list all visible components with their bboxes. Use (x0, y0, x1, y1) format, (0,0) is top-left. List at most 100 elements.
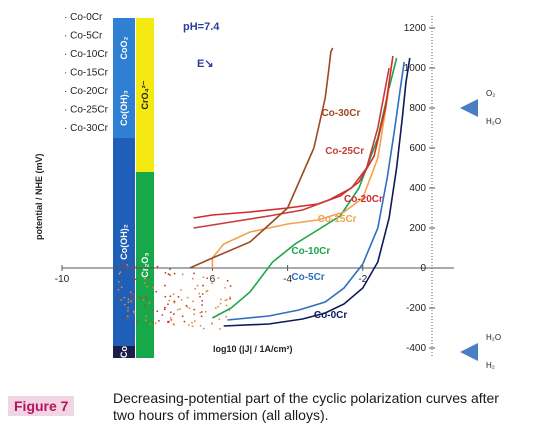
noise-dot (191, 325, 194, 328)
direction-label: E↘ (197, 58, 214, 70)
band-label-0: CoO₂ (119, 37, 129, 60)
noise-dot (200, 315, 203, 318)
noise-dot (201, 304, 203, 306)
noise-dot (170, 319, 173, 321)
noise-dot (143, 277, 146, 280)
noise-dot (136, 320, 139, 323)
series-layer (189, 47, 411, 327)
x-tick-label: -2 (358, 274, 367, 285)
noise-dot (214, 307, 217, 309)
y-tick-label: -400 (406, 343, 426, 354)
noise-dot (226, 279, 229, 282)
noise-dot (117, 280, 120, 283)
noise-dot (118, 296, 121, 299)
noise-dot (194, 287, 197, 290)
noise-dot (186, 306, 189, 308)
band-5 (136, 172, 154, 358)
series-line-co-25cr (193, 67, 390, 229)
noise-dot (131, 276, 134, 279)
noise-dot (193, 272, 195, 275)
noise-dot (202, 276, 205, 278)
noise-dot (126, 263, 129, 266)
noise-dot (131, 296, 134, 299)
band-label-5: Cr₂O₃ (140, 252, 150, 277)
curve-labels: Co-30Cr Co-25Cr Co-20Cr Co-15Cr Co-10Cr Co-5C… (291, 108, 383, 321)
legend-item: · Co-25Cr (64, 105, 109, 116)
band-label-2: Co(OH)₂ (119, 224, 129, 260)
noise-dot (167, 273, 170, 275)
noise-dot (127, 309, 129, 312)
noise-dot (146, 285, 149, 288)
legend-item: · Co-5Cr (64, 31, 103, 42)
noise-dot (202, 327, 205, 330)
series-line-co-15cr (211, 87, 390, 268)
y-tick-label: 400 (409, 183, 426, 194)
noise-dot (164, 295, 167, 298)
noise-dot (218, 318, 221, 321)
noise-dot (134, 278, 137, 281)
band-label-1: Co(OH)₃ (119, 90, 129, 126)
noise-dot (202, 284, 204, 287)
noise-dot (177, 308, 179, 311)
noise-dot (144, 282, 146, 284)
noise-dot (211, 282, 214, 285)
noise-dot (186, 296, 189, 299)
noise-dot (201, 299, 204, 302)
noise-dot (127, 301, 130, 304)
legend-item: · Co-0Cr (64, 12, 103, 23)
noise-dot (169, 268, 172, 271)
noise-dot (117, 288, 120, 291)
y-tick-label: 0 (420, 263, 426, 274)
y-tick-label: 1200 (404, 23, 427, 34)
noise-dot (149, 323, 152, 326)
noise-dot (191, 277, 194, 280)
noise-dot (198, 292, 201, 295)
noise-dot (154, 322, 157, 325)
band-1 (113, 78, 135, 138)
legend-item: · Co-15Cr (64, 68, 109, 79)
noise-dot (205, 290, 208, 293)
noise-dot (206, 277, 209, 280)
noise-dot (130, 300, 133, 303)
curve-label: Co-10Cr (291, 246, 330, 257)
series-line-co-30cr (189, 47, 334, 269)
noise-dot (199, 311, 202, 314)
noise-dot (158, 319, 160, 322)
noise-dot (201, 293, 204, 295)
noise-dot (131, 293, 133, 296)
noise-dot (225, 315, 228, 318)
noise-dot (131, 266, 133, 269)
noise-dot (145, 295, 147, 298)
noise-dot (172, 293, 175, 296)
curve-label: Co-5Cr (291, 272, 324, 283)
figure-number-badge: Figure 7 (8, 396, 75, 416)
noise-dot (177, 296, 180, 298)
noise-dot (188, 307, 191, 310)
noise-dot (143, 304, 146, 307)
y-tick-label: 1000 (404, 63, 427, 74)
band-0 (113, 18, 135, 78)
noise-dot (225, 298, 228, 301)
noise-dot (123, 262, 125, 265)
y-tick-label: -200 (406, 303, 426, 314)
legend-item: · Co-30Cr (64, 123, 109, 134)
series-line-co-0cr (223, 57, 411, 327)
noise-dot (224, 299, 227, 302)
noise-dot (219, 298, 222, 301)
x-tick-label: 6 (210, 274, 216, 285)
series-line-co-5cr (227, 61, 405, 321)
y-tick-label: 800 (409, 103, 426, 114)
noise-dot (199, 295, 201, 298)
legend-item: · Co-20Cr (64, 86, 109, 97)
noise-dot (120, 299, 123, 301)
x-axis-label: log10 (|J| / 1A/cm²) (213, 344, 293, 354)
noise-dot (155, 290, 158, 293)
noise-dot (167, 321, 169, 324)
noise-dot (164, 284, 166, 287)
noise-dot (142, 298, 145, 301)
noise-dot (172, 323, 175, 325)
noise-dot (173, 300, 176, 303)
water-top-label: O₂ (486, 89, 495, 98)
water-top-label: H₂O (486, 333, 501, 342)
y-tick-label: 600 (409, 143, 426, 154)
